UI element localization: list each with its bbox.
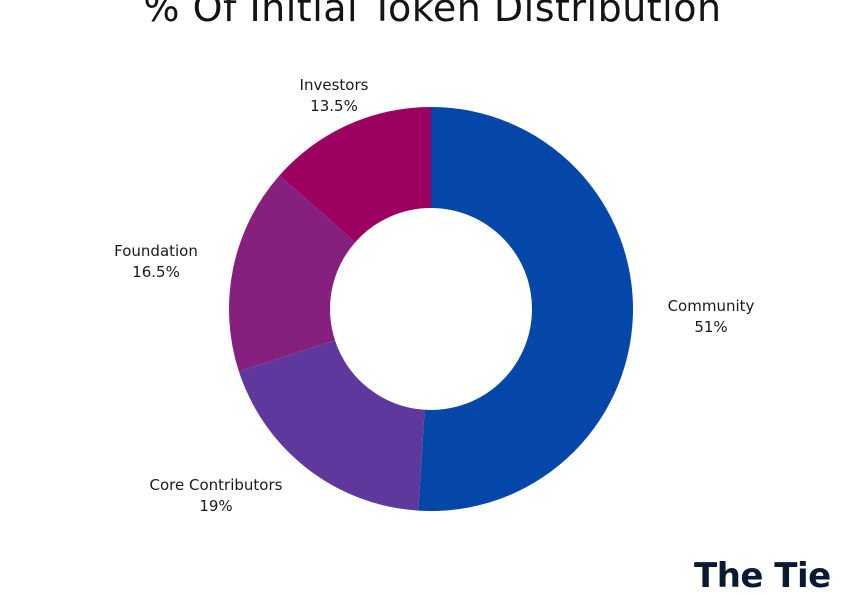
slice-value: 16.5% — [132, 263, 180, 281]
slice-name: Foundation — [114, 242, 198, 260]
slice-name: Investors — [299, 76, 369, 94]
slice-value: 19% — [199, 497, 233, 515]
slice-value: 13.5% — [310, 97, 358, 115]
slice-name: Core Contributors — [149, 476, 283, 494]
slice-label-investors: Investors 13.5% — [300, 75, 369, 117]
donut-slice-foundation — [229, 175, 356, 372]
slice-value: 51% — [694, 318, 728, 336]
donut-slice-core-contributors — [238, 340, 425, 511]
donut-chart — [229, 107, 633, 511]
chart-title: % Of Initial Token Distribution — [143, 0, 722, 30]
slice-label-community: Community 51% — [668, 296, 755, 338]
slice-label-foundation: Foundation 16.5% — [114, 241, 198, 283]
brand-logo: The Tie — [694, 556, 831, 596]
donut-slice-investors — [279, 107, 431, 243]
slice-label-core-contributors: Core Contributors 19% — [150, 475, 283, 517]
slice-name: Community — [667, 297, 755, 315]
donut-slice-community — [418, 107, 633, 511]
